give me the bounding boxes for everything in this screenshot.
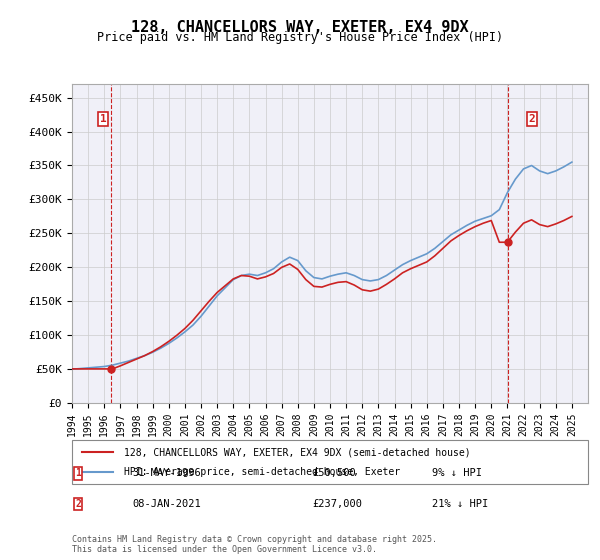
Text: 128, CHANCELLORS WAY, EXETER, EX4 9DX: 128, CHANCELLORS WAY, EXETER, EX4 9DX — [131, 20, 469, 35]
Text: £237,000: £237,000 — [312, 499, 362, 509]
Text: 1: 1 — [100, 114, 106, 124]
Text: 128, CHANCELLORS WAY, EXETER, EX4 9DX (semi-detached house): 128, CHANCELLORS WAY, EXETER, EX4 9DX (s… — [124, 447, 470, 457]
Text: £50,500: £50,500 — [312, 468, 356, 478]
Text: 08-JAN-2021: 08-JAN-2021 — [132, 499, 201, 509]
Text: 9% ↓ HPI: 9% ↓ HPI — [432, 468, 482, 478]
Text: HPI: Average price, semi-detached house, Exeter: HPI: Average price, semi-detached house,… — [124, 467, 400, 477]
Text: 1: 1 — [75, 468, 81, 478]
Text: Price paid vs. HM Land Registry's House Price Index (HPI): Price paid vs. HM Land Registry's House … — [97, 31, 503, 44]
FancyBboxPatch shape — [72, 440, 588, 484]
Text: 2: 2 — [529, 114, 535, 124]
Text: 2: 2 — [75, 499, 81, 509]
Text: Contains HM Land Registry data © Crown copyright and database right 2025.
This d: Contains HM Land Registry data © Crown c… — [72, 535, 437, 554]
Text: 21% ↓ HPI: 21% ↓ HPI — [432, 499, 488, 509]
Text: 31-MAY-1996: 31-MAY-1996 — [132, 468, 201, 478]
